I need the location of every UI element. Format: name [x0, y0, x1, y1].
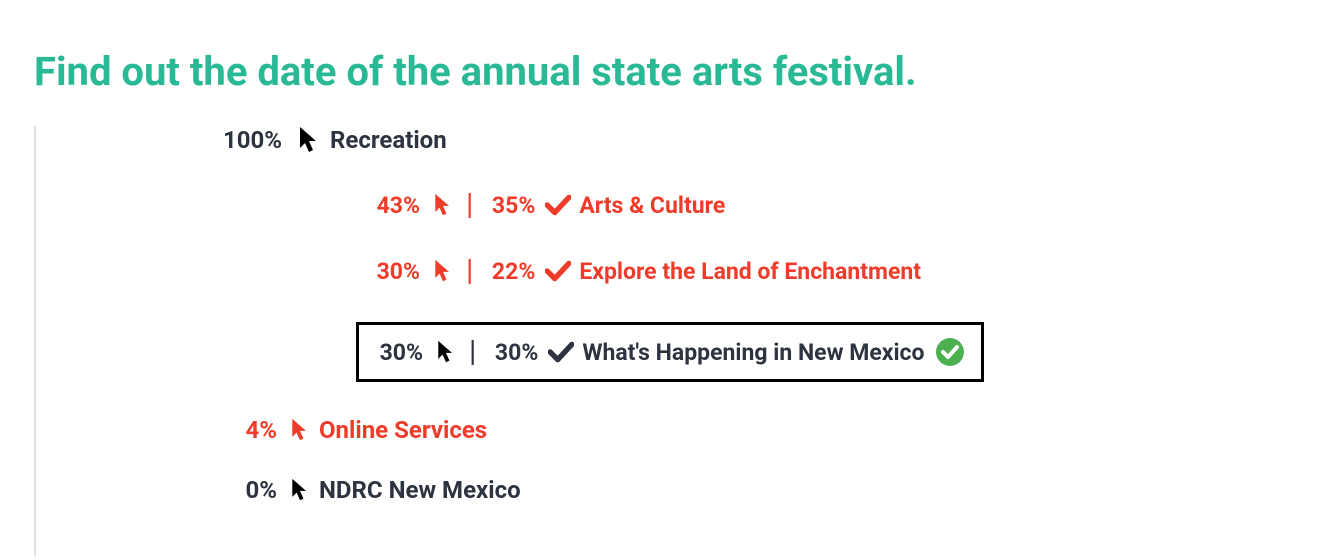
highlighted-box: 30% | 30% What's Happening in New Mexico [356, 322, 984, 382]
row-label: NDRC New Mexico [319, 478, 521, 502]
row-label: Explore the Land of Enchantment [579, 260, 921, 283]
tree-row-root: 100% Recreation [212, 126, 1332, 154]
tree-row-child: 30% | 22% Explore the Land of Enchantmen… [364, 256, 1332, 286]
tree-row-sibling: 0% NDRC New Mexico [229, 478, 1332, 502]
separator: | [466, 256, 473, 286]
row-label: Arts & Culture [579, 194, 725, 217]
check-icon [545, 194, 571, 216]
check-pct-value: 30% [482, 341, 538, 364]
tree-row-child-highlighted: 30% | 30% What's Happening in New Mexico [356, 322, 1332, 382]
row-label: Online Services [319, 418, 487, 442]
check-icon [545, 260, 571, 282]
click-pct-value: 30% [364, 260, 420, 283]
cursor-icon [432, 259, 454, 283]
check-pct-value: 22% [479, 260, 535, 283]
cursor-icon [432, 193, 454, 217]
check-pct-value: 35% [479, 194, 535, 217]
cursor-icon [435, 340, 457, 364]
separator: | [466, 190, 473, 220]
pct-value: 0% [229, 478, 277, 502]
tree-row-child: 43% | 35% Arts & Culture [364, 190, 1332, 220]
click-pct-value: 30% [367, 341, 423, 364]
success-badge-icon [935, 337, 965, 367]
separator: | [469, 337, 476, 367]
check-icon [548, 341, 574, 363]
cursor-icon [289, 478, 311, 502]
tree-row-sibling: 4% Online Services [229, 418, 1332, 442]
pct-value: 100% [212, 128, 282, 152]
click-pct-value: 43% [364, 194, 420, 217]
cursor-icon [289, 418, 311, 442]
row-label: Recreation [330, 128, 447, 152]
row-label: What's Happening in New Mexico [582, 341, 924, 364]
tree-vertical-line [34, 126, 36, 556]
cursor-icon [296, 126, 322, 154]
pct-value: 4% [229, 418, 277, 442]
tree-container: 100% Recreation 43% | 35% Arts & Culture… [34, 126, 1332, 502]
task-title: Find out the date of the annual state ar… [0, 0, 1332, 98]
